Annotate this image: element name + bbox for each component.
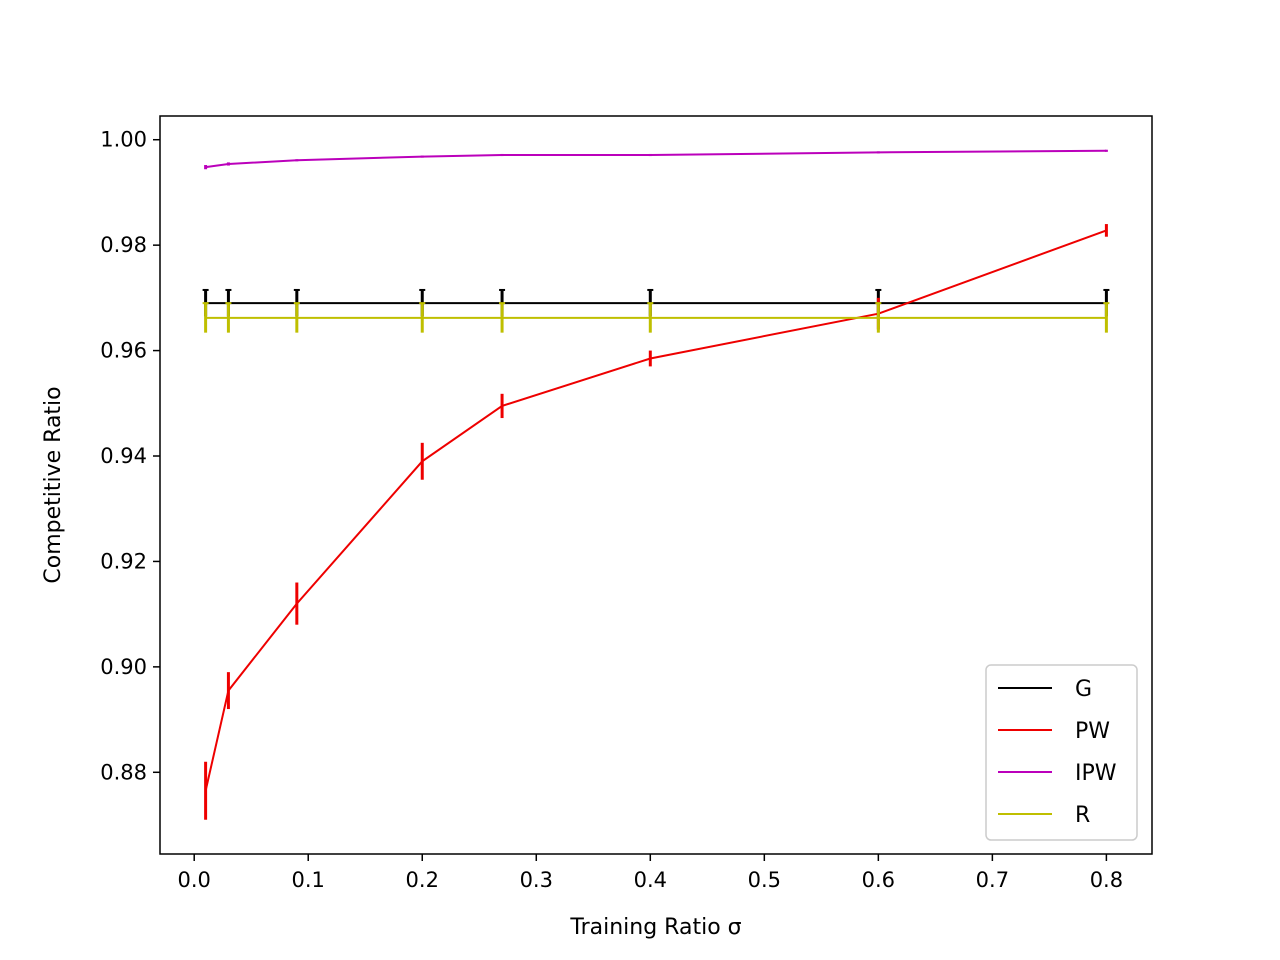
y-tick-label-1: 0.90	[100, 655, 147, 679]
y-axis-label: Competitive Ratio	[41, 386, 66, 583]
legend-label-pw: PW	[1075, 719, 1110, 744]
legend-box	[985, 664, 1138, 841]
x-tick-label-5: 0.5	[748, 868, 781, 892]
x-tick-label-1: 0.1	[292, 868, 325, 892]
x-tick-label-4: 0.4	[634, 868, 667, 892]
y-tick-label-5: 0.98	[100, 233, 147, 257]
y-tick-label-6: 1.00	[100, 128, 147, 152]
x-axis: 0.0 0.1 0.2 0.3 0.4 0.5 0.6 0.7 0.8	[178, 854, 1123, 892]
x-tick-label-6: 0.6	[862, 868, 895, 892]
series-r	[202, 302, 1110, 333]
y-tick-label-3: 0.94	[100, 444, 147, 468]
x-axis-label: Training Ratio σ	[569, 915, 741, 940]
legend-label-ipw: IPW	[1075, 761, 1117, 786]
y-tick-label-2: 0.92	[100, 549, 147, 573]
x-tick-label-8: 0.8	[1090, 868, 1123, 892]
x-tick-label-2: 0.2	[406, 868, 439, 892]
legend: G PW IPW R	[985, 664, 1138, 841]
legend-label-g: G	[1075, 677, 1092, 702]
y-axis: 0.88 0.90 0.92 0.94 0.96 0.98 1.00	[100, 128, 160, 784]
series-line-pw	[204, 229, 1107, 791]
series-layer	[202, 149, 1110, 820]
x-tick-label-3: 0.3	[520, 868, 553, 892]
legend-label-r: R	[1075, 803, 1090, 828]
x-tick-label-7: 0.7	[976, 868, 1009, 892]
y-tick-label-0: 0.88	[100, 760, 147, 784]
plot-frame	[159, 115, 1153, 855]
series-line-ipw	[205, 149, 1107, 169]
series-ipw	[204, 149, 1108, 170]
x-tick-label-0: 0.0	[178, 868, 211, 892]
y-tick-label-4: 0.96	[100, 339, 147, 363]
